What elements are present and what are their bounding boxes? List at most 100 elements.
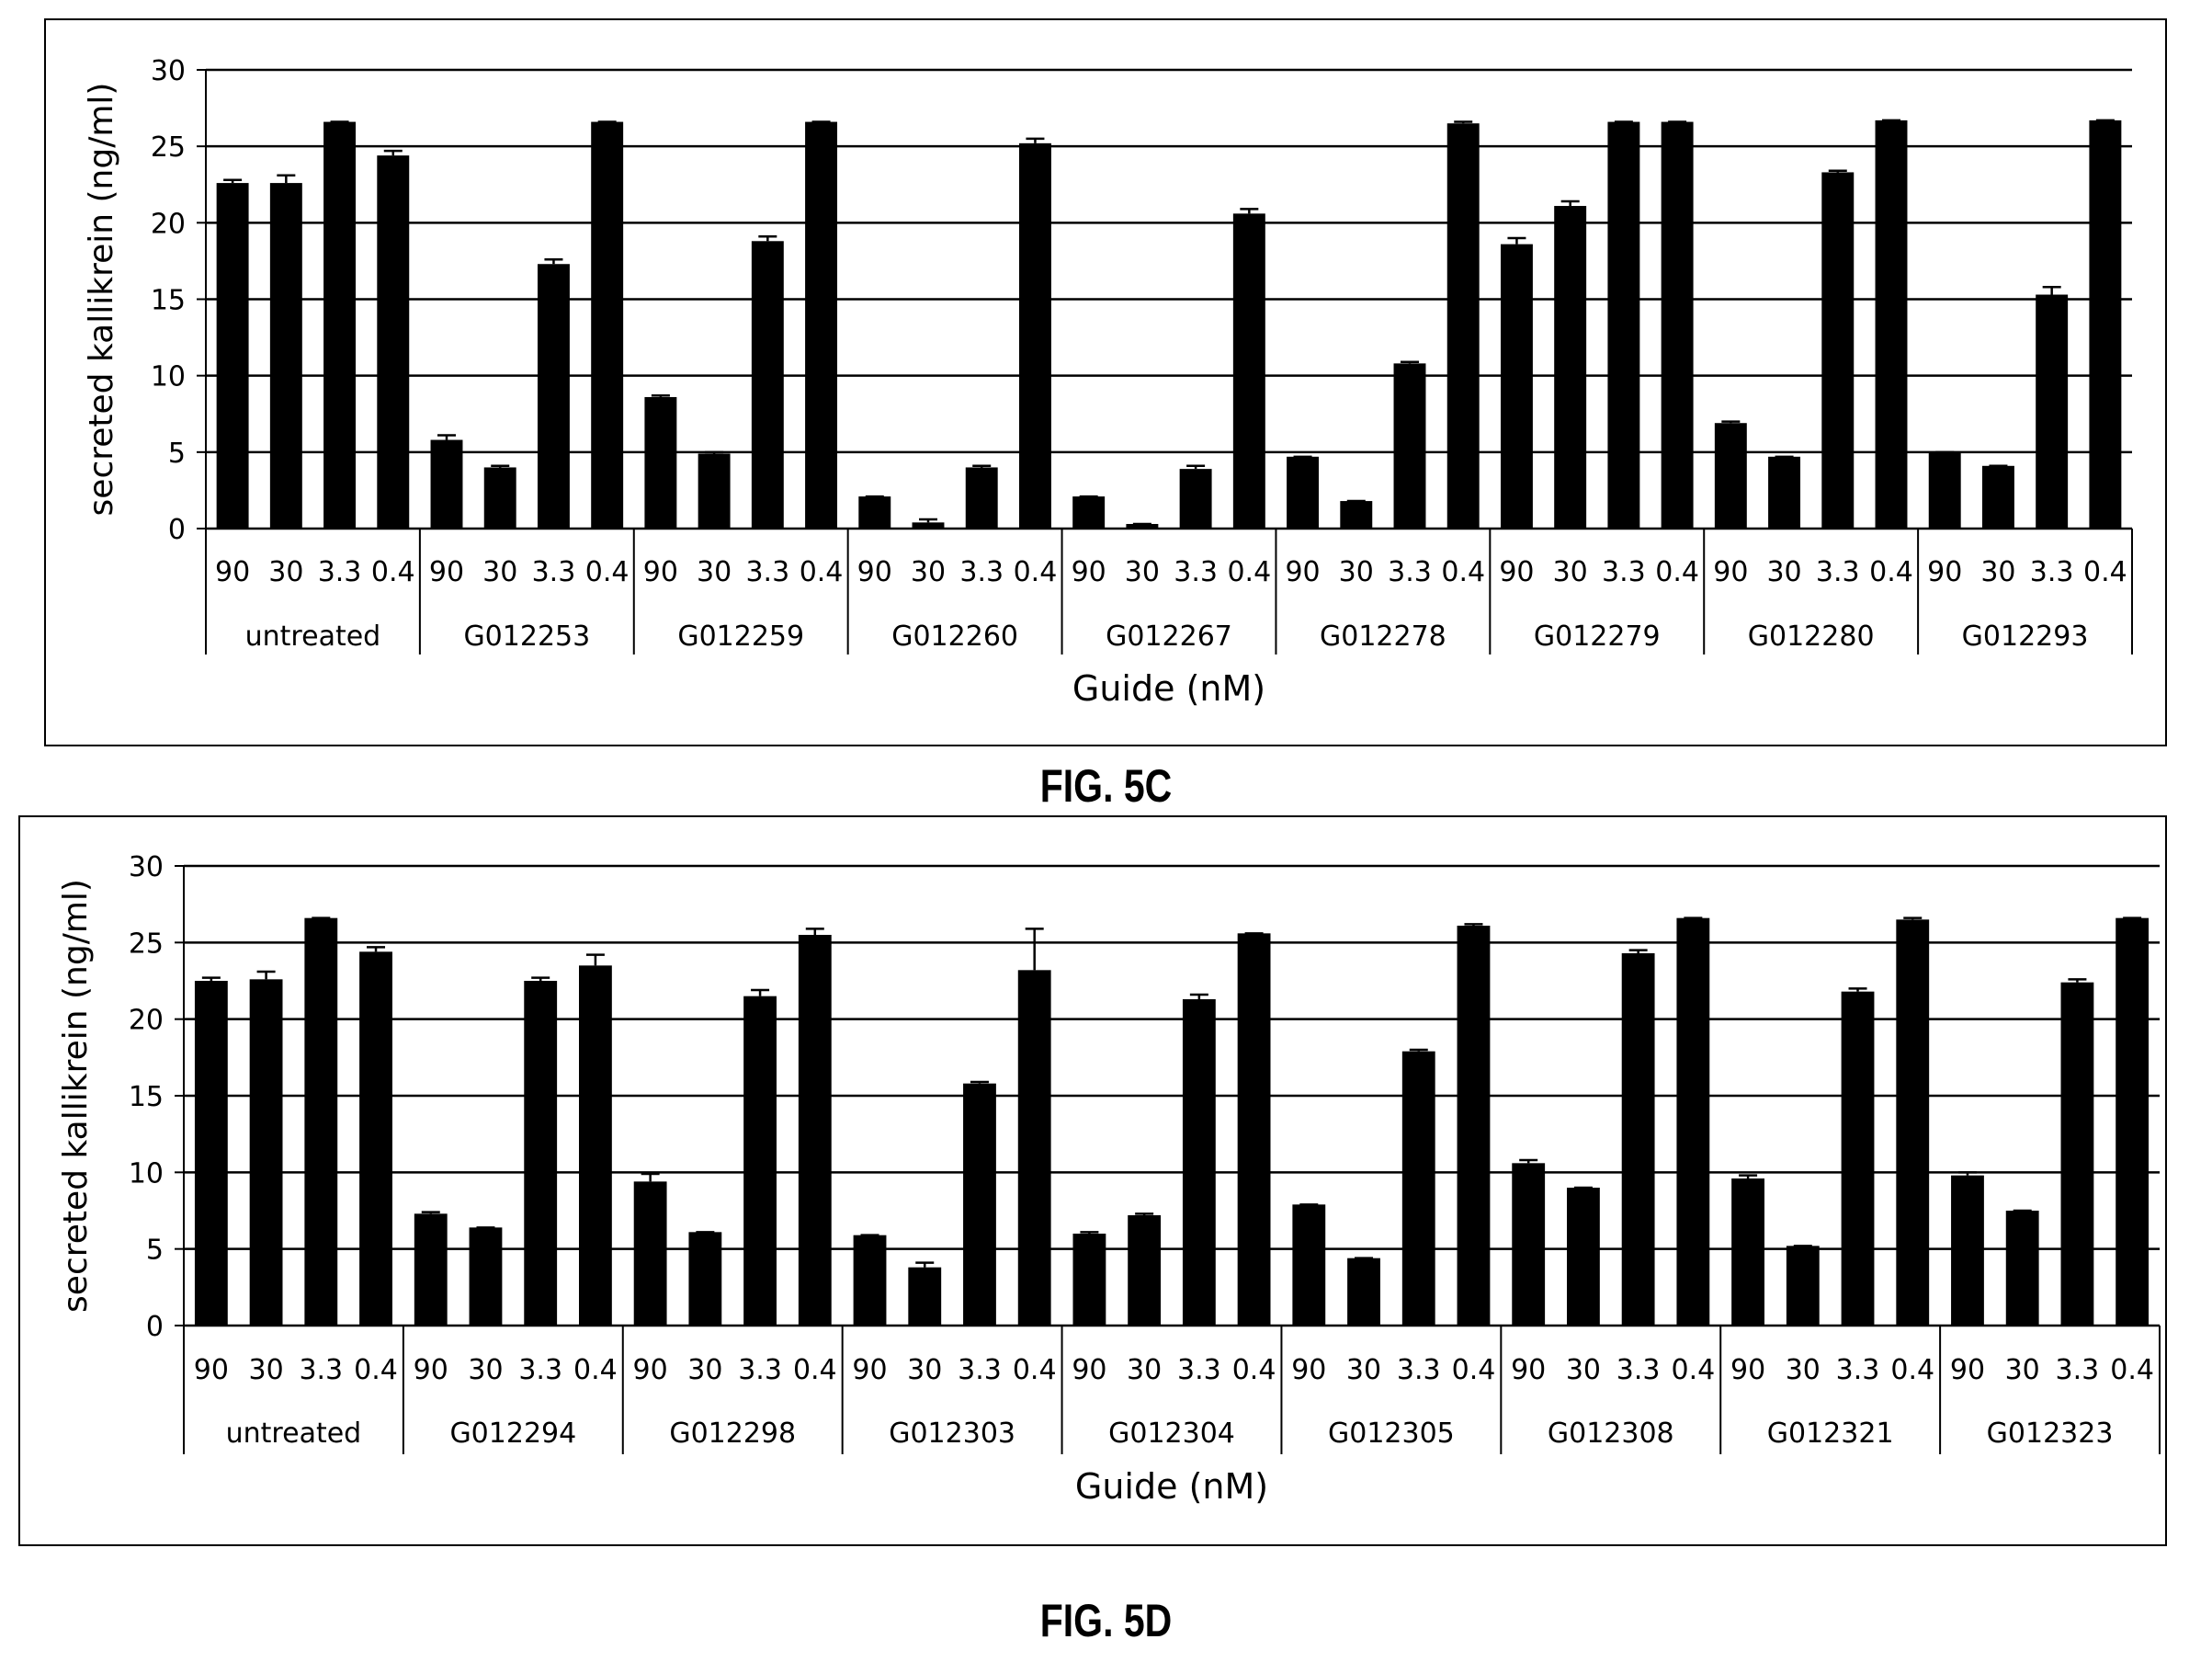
bar-chart-fig-5c: 0 5 10 15 20 25 30 secreted kallikrein (ng/ml) 9… <box>83 55 2133 709</box>
bar <box>1401 1051 1435 1326</box>
y-tick-label: 5 <box>168 438 186 470</box>
x-concentration-label: 3.3 <box>1616 1354 1661 1386</box>
x-axis-label: Guide (nM) <box>1075 1466 1268 1507</box>
bar <box>483 467 516 529</box>
x-concentration-label: 3.3 <box>745 556 789 588</box>
x-group-label: G012308 <box>1548 1417 1674 1450</box>
bar <box>2036 294 2069 529</box>
bar <box>1928 451 1961 529</box>
x-concentration-label: 90 <box>429 556 464 588</box>
x-concentration-label: 3.3 <box>738 1354 782 1386</box>
bar <box>1768 456 1801 529</box>
bar <box>1676 917 1710 1326</box>
x-concentration-label: 3.3 <box>532 556 576 588</box>
x-concentration-label: 90 <box>1285 556 1320 588</box>
x-concentration-label: 0.4 <box>354 1354 398 1386</box>
x-concentration-label: 3.3 <box>1602 556 1646 588</box>
x-concentration-label: 30 <box>248 1354 283 1386</box>
bar <box>1786 1246 1820 1326</box>
x-concentration-label: 0.4 <box>1014 556 1058 588</box>
bar <box>743 996 777 1326</box>
bar <box>1567 1188 1600 1326</box>
x-group-label: untreated <box>245 620 381 653</box>
x-concentration-label: 3.3 <box>1177 1354 1221 1386</box>
x-concentration-label: 3.3 <box>1174 556 1218 588</box>
y-tick-label: 20 <box>151 208 186 240</box>
x-group-label: G012298 <box>669 1417 796 1450</box>
bar <box>1237 933 1271 1326</box>
x-concentration-label: 3.3 <box>1836 1354 1880 1386</box>
x-concentration-label: 30 <box>697 556 732 588</box>
bar <box>1018 142 1051 529</box>
x-concentration-label: 3.3 <box>959 556 1004 588</box>
bar <box>751 241 784 529</box>
x-group-label: G012278 <box>1320 620 1446 653</box>
y-tick-label: 0 <box>168 514 186 546</box>
bar <box>1347 1258 1380 1326</box>
x-concentration-label: 90 <box>852 1354 887 1386</box>
y-tick-label: 30 <box>151 55 186 87</box>
x-concentration-label: 0.4 <box>1869 556 1913 588</box>
bar <box>1292 1204 1326 1326</box>
bar <box>591 121 624 529</box>
x-concentration-label: 0.4 <box>1890 1354 1934 1386</box>
bar <box>1128 1215 1162 1326</box>
bar-chart-fig-5d: 0 5 10 15 20 25 30 secreted kallikrein (ng/ml) 9… <box>57 851 2161 1507</box>
y-tick-label: 5 <box>146 1235 164 1267</box>
x-concentration-label: 90 <box>1072 1354 1106 1386</box>
x-concentration-label: 30 <box>687 1354 722 1386</box>
x-concentration-label: 3.3 <box>958 1354 1002 1386</box>
bar <box>698 453 731 529</box>
x-group-label: G012279 <box>1534 620 1661 653</box>
bar <box>249 979 283 1326</box>
bar <box>194 981 228 1326</box>
bar <box>1841 991 1875 1326</box>
bar <box>1512 1163 1546 1326</box>
bar <box>1661 121 1694 529</box>
y-tick-label: 10 <box>151 361 186 393</box>
bar <box>323 121 357 529</box>
x-concentration-label: 30 <box>911 556 946 588</box>
bar <box>524 981 558 1326</box>
x-concentration-label: 3.3 <box>318 556 362 588</box>
x-concentration-label: 0.4 <box>585 556 630 588</box>
bar <box>1017 970 1051 1326</box>
bar <box>1621 953 1655 1326</box>
bar <box>965 467 998 529</box>
x-concentration-label: 3.3 <box>299 1354 343 1386</box>
bar <box>1896 919 1930 1326</box>
x-concentration-label: 30 <box>1980 556 2015 588</box>
bar <box>908 1267 942 1326</box>
bar <box>963 1083 996 1326</box>
bar <box>1821 172 1855 529</box>
x-concentration-label: 90 <box>215 556 250 588</box>
y-tick-label: 25 <box>151 131 186 164</box>
x-group-label: G012267 <box>1106 620 1232 653</box>
bar <box>430 439 463 529</box>
bar <box>688 1232 722 1326</box>
bar <box>359 951 392 1326</box>
x-concentration-label: 3.3 <box>2056 1354 2100 1386</box>
y-tick-label: 15 <box>151 285 186 317</box>
x-concentration-label: 90 <box>194 1354 229 1386</box>
x-concentration-label: 0.4 <box>573 1354 618 1386</box>
x-concentration-label: 30 <box>1566 1354 1601 1386</box>
bar <box>1232 213 1265 529</box>
x-axis-label: Guide (nM) <box>1072 668 1265 709</box>
bar <box>1951 1175 1984 1326</box>
bar <box>858 496 891 529</box>
x-group-label: G012303 <box>889 1417 1015 1450</box>
bar <box>1182 999 1216 1326</box>
chart-panel-fig-5d: 0 5 10 15 20 25 30 secreted kallikrein (ng/ml) 9… <box>18 815 2167 1546</box>
x-concentration-label: 30 <box>268 556 303 588</box>
x-group-label: G012259 <box>677 620 804 653</box>
y-tick-label: 0 <box>146 1311 164 1343</box>
x-group-label: G012260 <box>891 620 1018 653</box>
x-group-label: G012323 <box>1987 1417 2114 1450</box>
x-concentration-label: 0.4 <box>1232 1354 1276 1386</box>
bar <box>1714 423 1747 529</box>
y-axis-label: secreted kallikrein (ng/ml) <box>57 879 95 1313</box>
bar <box>537 264 570 529</box>
bar <box>469 1227 503 1326</box>
x-concentration-label: 0.4 <box>2083 556 2127 588</box>
